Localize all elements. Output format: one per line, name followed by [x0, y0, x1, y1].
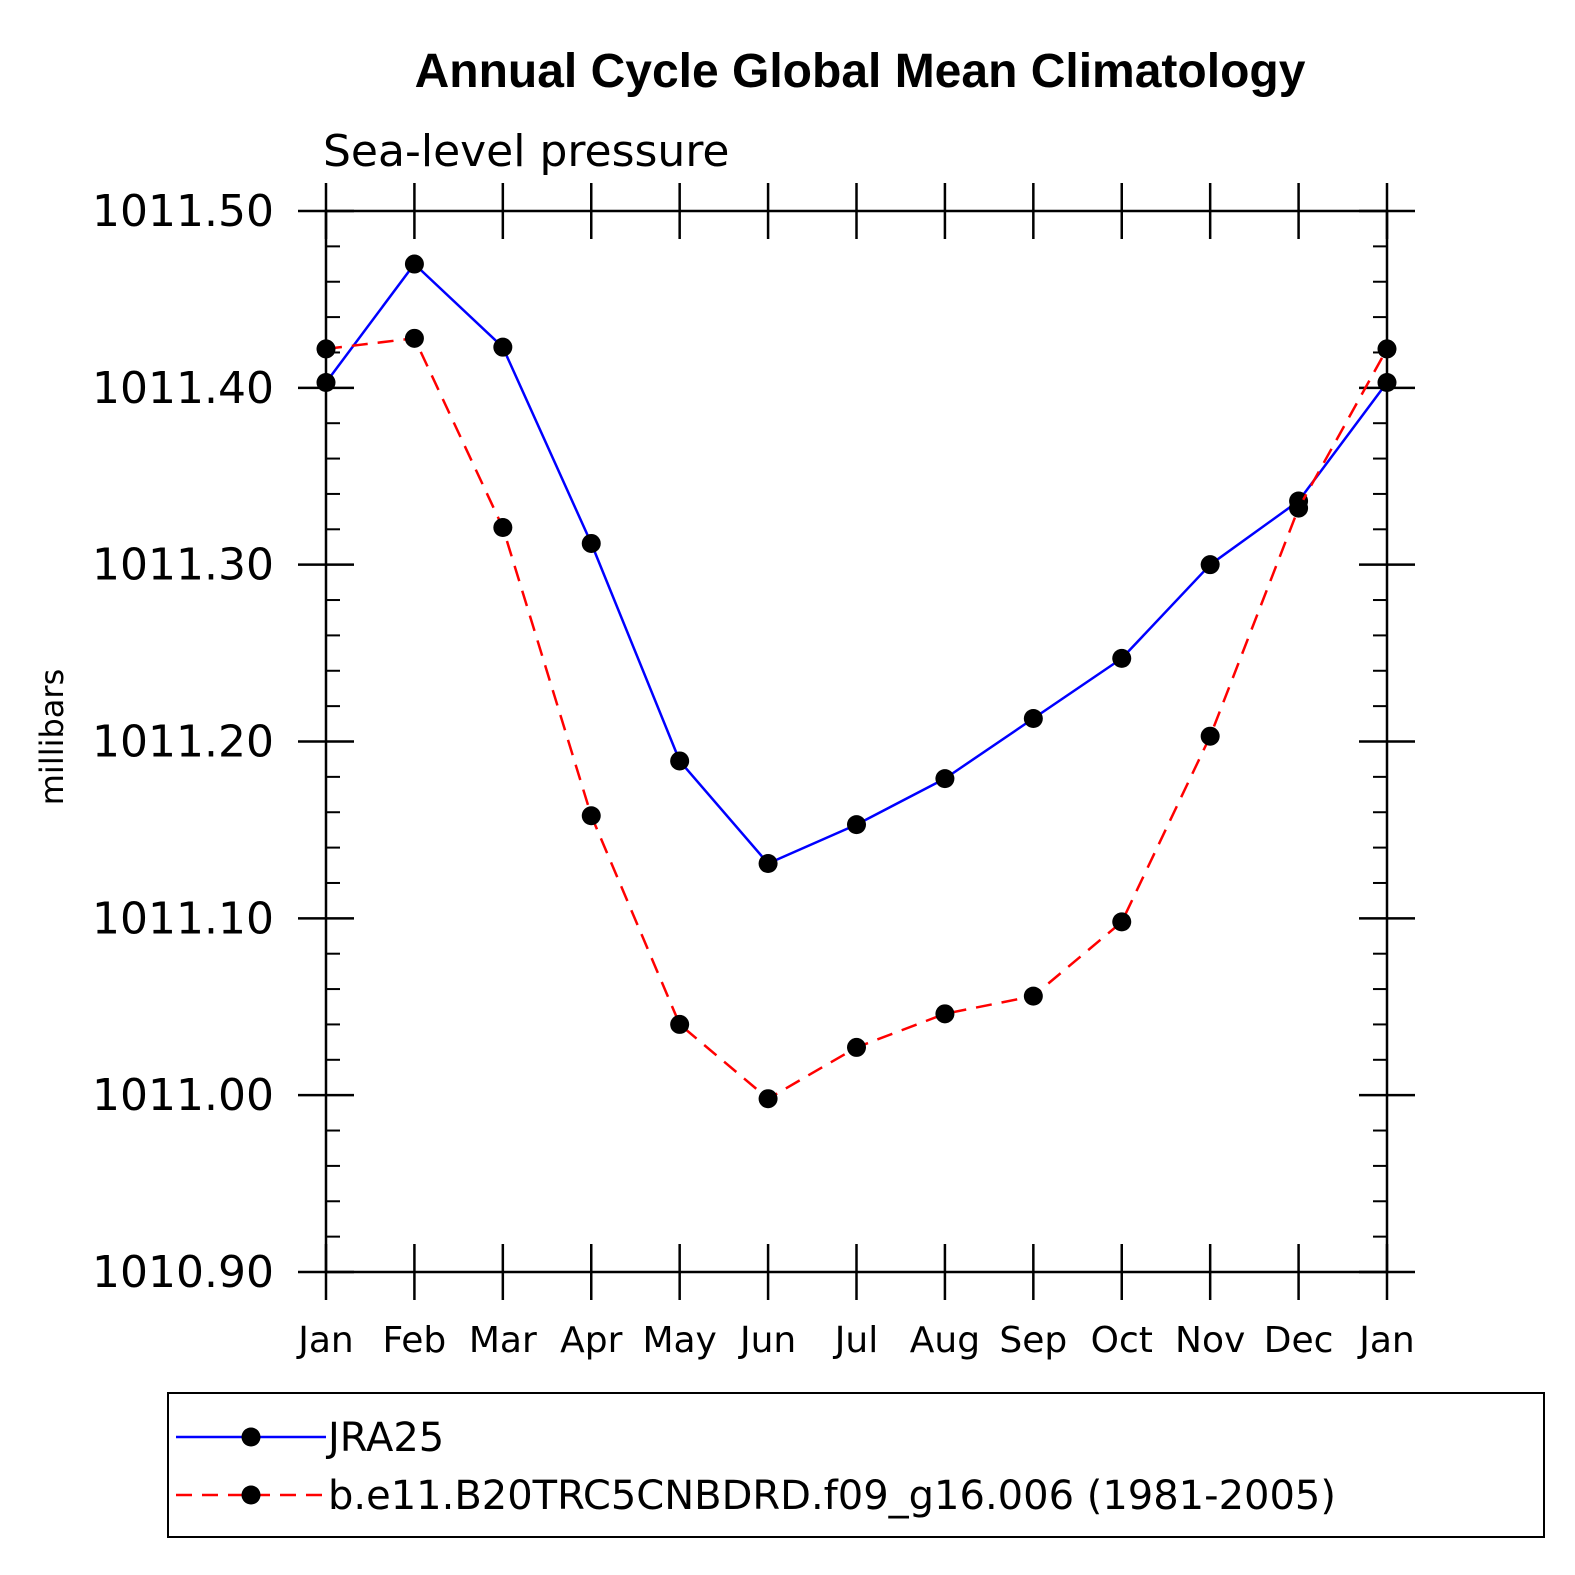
x-axis-ticks: Jan Feb Mar Apr May Jun Jul Aug Sep Oct Nov Dec Jan [296, 183, 1415, 1361]
x-tick-label: Oct [1091, 1320, 1153, 1361]
data-point [316, 373, 336, 393]
chart-subtitle: Sea-level pressure [323, 126, 730, 177]
data-point [1023, 709, 1043, 729]
x-tick-label: Jun [738, 1320, 796, 1361]
y-tick-label: 1011.40 [92, 363, 274, 414]
data-point [758, 1089, 778, 1109]
data-point [493, 518, 513, 538]
y-tick-label: 1010.90 [92, 1247, 274, 1298]
y-tick-label: 1011.50 [92, 186, 274, 237]
data-point [1289, 498, 1309, 518]
data-point [1112, 912, 1132, 932]
y-tick-label: 1011.00 [92, 1070, 274, 1121]
y-tick-label: 1011.20 [92, 717, 274, 768]
data-point [316, 339, 336, 359]
legend-box [167, 1392, 1545, 1538]
plot-border [324, 209, 1389, 1274]
series-line [324, 262, 1389, 865]
data-point [758, 854, 778, 874]
data-point [847, 815, 866, 835]
data-point [1377, 373, 1397, 393]
data-point [1023, 986, 1043, 1006]
y-axis-ticks: 1010.90 1011.00 1011.10 1011.20 1011.30 1011.… [92, 186, 1415, 1298]
x-tick-label: Jul [833, 1320, 878, 1361]
series-line [325, 337, 1389, 1100]
data-point [1112, 648, 1132, 668]
data-point [493, 337, 513, 357]
data-point [847, 1037, 866, 1057]
x-tick-label: Jan [296, 1320, 354, 1361]
y-tick-label: 1011.30 [92, 540, 274, 591]
legend-label: b.e11.B20TRC5CNBDRD.f09_g16.006 (1981-20… [328, 1473, 1336, 1519]
data-point [1200, 726, 1220, 746]
x-tick-label: Aug [910, 1320, 980, 1361]
x-tick-label: May [642, 1320, 716, 1361]
data-point [404, 254, 424, 274]
legend: JRA25 b.e11.B20TRC5CNBDRD.f09_g16.006 (19… [167, 1392, 1545, 1538]
data-point [1377, 339, 1397, 359]
x-tick-label: Dec [1264, 1320, 1334, 1361]
legend-marker [241, 1427, 261, 1447]
legend-label: JRA25 [325, 1415, 444, 1461]
x-tick-label: Jan [1357, 1320, 1415, 1361]
data-point [581, 806, 601, 826]
x-tick-label: Nov [1175, 1320, 1245, 1361]
data-point [935, 769, 955, 789]
data-point [404, 328, 424, 348]
legend-item: b.e11.B20TRC5CNBDRD.f09_g16.006 (1981-20… [176, 1473, 1336, 1519]
data-point [935, 1004, 955, 1024]
x-tick-label: Apr [560, 1320, 622, 1361]
y-tick-label: 1011.10 [92, 893, 274, 944]
data-point [670, 1014, 690, 1034]
series-2 [316, 328, 1397, 1109]
series-layer [316, 254, 1397, 1109]
data-point [581, 533, 601, 553]
data-point [1200, 555, 1220, 575]
legend-marker [241, 1485, 261, 1505]
x-tick-label: Sep [999, 1320, 1067, 1361]
series-1 [316, 254, 1397, 874]
x-tick-label: Feb [383, 1320, 447, 1361]
y-axis-label: millibars [33, 669, 71, 805]
x-tick-label: Mar [469, 1320, 537, 1361]
chart-title: Annual Cycle Global Mean Climatology [415, 45, 1306, 98]
data-point [670, 751, 690, 771]
legend-item: JRA25 [176, 1415, 444, 1461]
plot-frame [324, 209, 1389, 1274]
